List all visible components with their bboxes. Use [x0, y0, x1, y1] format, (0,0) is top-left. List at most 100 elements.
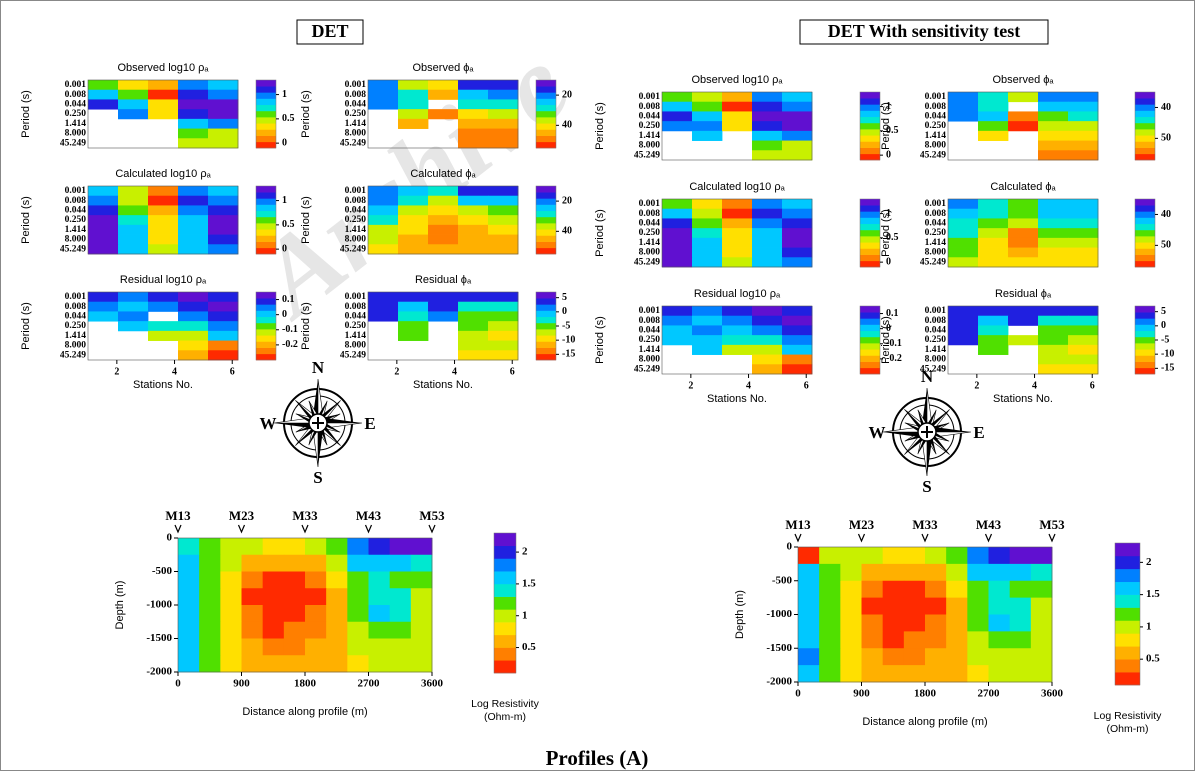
cell — [662, 335, 693, 346]
cell — [178, 292, 209, 303]
y-tick-label: 0.008 — [925, 316, 947, 326]
colorbar-swatch — [536, 329, 556, 336]
cell — [326, 554, 348, 572]
x-tick-label: 4 — [1032, 380, 1037, 391]
y-tick-label: 8.000 — [65, 235, 87, 245]
cell — [148, 292, 179, 303]
cell — [946, 597, 968, 615]
cell — [428, 205, 459, 216]
cell — [692, 92, 723, 103]
cell — [861, 665, 884, 683]
colorbar-swatch — [860, 343, 880, 350]
cell — [220, 655, 242, 673]
colorbar-swatch — [536, 347, 556, 355]
cell — [1038, 140, 1069, 151]
cell — [326, 588, 348, 606]
station-label: M43 — [976, 517, 1002, 532]
station-marker — [1048, 533, 1056, 543]
cell — [347, 621, 369, 639]
cell — [1038, 228, 1069, 239]
cell — [208, 330, 239, 341]
compass-point — [927, 426, 971, 432]
cell — [458, 128, 489, 139]
cell — [861, 648, 884, 666]
cell — [458, 330, 489, 341]
y-tick-label: 0.008 — [65, 196, 87, 206]
y-tick-label: 0.044 — [925, 325, 947, 335]
cell — [148, 301, 179, 312]
cell — [148, 186, 179, 197]
cell — [428, 80, 459, 91]
cell — [978, 101, 1009, 112]
cell — [1038, 130, 1069, 141]
cell — [398, 186, 429, 197]
cell — [118, 224, 149, 235]
compass-point — [883, 432, 927, 438]
colorbar-tick-label: 1.5 — [1146, 588, 1160, 600]
cell — [782, 208, 813, 219]
cell — [752, 325, 783, 336]
y-tick-label: 0.044 — [345, 99, 367, 109]
x-tick-label: 900 — [233, 678, 250, 690]
cell — [398, 224, 429, 235]
colorbar-swatch — [494, 622, 516, 636]
cell — [1030, 614, 1053, 632]
cell — [662, 247, 693, 258]
compass-cross — [312, 417, 324, 429]
cell — [1008, 92, 1039, 103]
cell — [458, 244, 489, 255]
y-tick-label: 1.414 — [345, 225, 367, 235]
station-marker — [364, 524, 373, 534]
cell — [220, 621, 242, 639]
y-axis-label: Depth (m) — [114, 581, 126, 630]
y-tick-label: 0.044 — [65, 311, 87, 321]
cell — [903, 614, 926, 632]
cell — [1008, 218, 1039, 229]
cell — [840, 665, 862, 683]
colorbar-swatch — [1135, 110, 1155, 118]
cell — [1008, 208, 1039, 219]
cell — [208, 118, 239, 129]
x-tick-label: 6 — [230, 366, 235, 377]
cell — [389, 538, 412, 556]
cell — [1008, 335, 1039, 346]
cell — [1068, 218, 1099, 229]
colorbar-swatch — [860, 92, 880, 99]
y-axis-label: Period (s) — [300, 90, 312, 138]
cell — [819, 631, 841, 649]
cell — [925, 563, 947, 582]
cell — [978, 306, 1009, 317]
colorbar-swatch — [256, 292, 276, 299]
colorbar-swatch — [1135, 98, 1155, 105]
cell — [283, 605, 306, 623]
group-title-box — [296, 19, 364, 45]
colorbar-tick-label: -15 — [1161, 363, 1174, 374]
colorbar-swatch — [256, 98, 276, 106]
colorbar-swatch — [1135, 141, 1155, 148]
colorbar-frame — [535, 79, 557, 149]
station-marker — [794, 533, 802, 543]
colorbar-swatch — [494, 609, 516, 623]
colorbar-swatch — [536, 322, 556, 330]
colorbar-swatch — [256, 86, 276, 93]
cell — [978, 325, 1009, 336]
cell — [1068, 257, 1099, 268]
x-tick-label: 2 — [974, 380, 979, 391]
cell — [326, 621, 348, 639]
cell — [722, 121, 753, 132]
cell — [782, 130, 813, 141]
cell — [903, 547, 926, 565]
cell — [840, 580, 862, 599]
cell — [458, 224, 489, 235]
colorbar-swatch — [494, 533, 516, 547]
y-tick-label: 0.001 — [65, 292, 87, 302]
cell — [1038, 247, 1069, 258]
cell — [988, 563, 1011, 582]
cell — [948, 315, 979, 326]
x-tick-label: 2 — [114, 366, 119, 377]
y-tick-label: 45.249 — [60, 244, 86, 254]
cell — [241, 655, 264, 673]
colorbar-swatch — [1135, 104, 1155, 111]
cell — [488, 89, 519, 100]
cell — [692, 228, 723, 239]
